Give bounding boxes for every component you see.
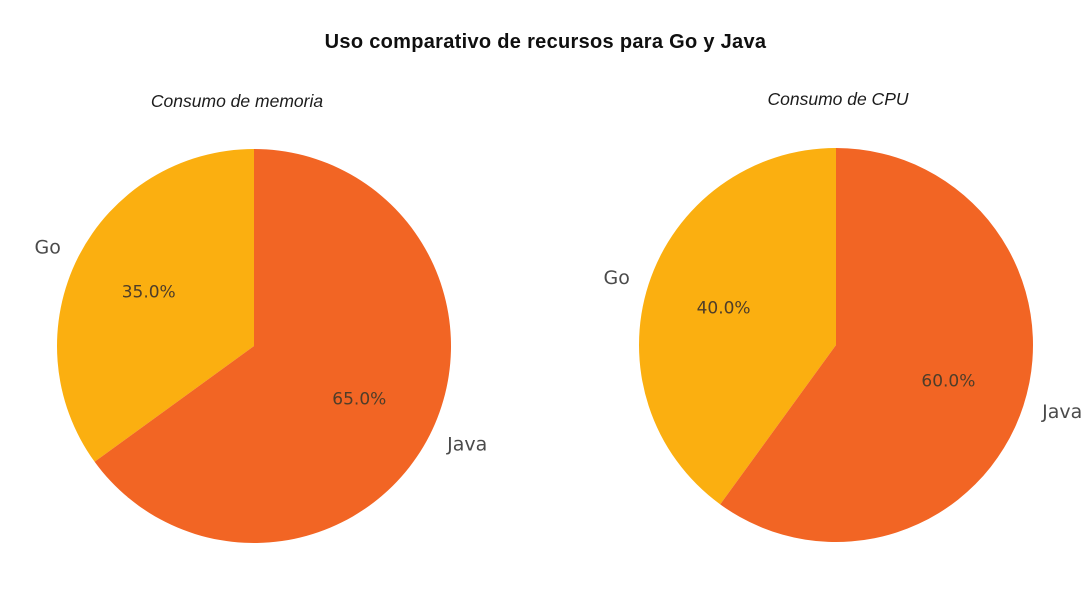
- pie-percent-label-java: 65.0%: [332, 390, 386, 410]
- chart-subtitle-cpu: Consumo de CPU: [767, 89, 909, 109]
- pie-slice-go: [56, 149, 254, 462]
- pie-percent-label-java: 60.0%: [921, 372, 975, 392]
- pie-slice-go: [638, 148, 836, 505]
- pie-percent-label-go: 35.0%: [122, 282, 176, 302]
- pie-slice-java: [94, 149, 451, 543]
- pie-percent-label-go: 40.0%: [697, 299, 751, 319]
- pie-chart-cpu: 40.0% Go 60.0% Java: [604, 148, 1082, 542]
- pie-chart-memory: 35.0% Go 65.0% Java: [35, 149, 487, 543]
- pie-slice-java: [720, 148, 1033, 542]
- pie-category-label-go: Go: [604, 267, 630, 289]
- pie-category-label-go: Go: [35, 237, 61, 259]
- figure-title: Uso comparativo de recursos para Go y Ja…: [324, 31, 767, 53]
- chart-subtitle-memory: Consumo de memoria: [150, 91, 324, 111]
- pie-category-label-java: Java: [446, 433, 487, 455]
- pie-category-label-java: Java: [1041, 401, 1082, 423]
